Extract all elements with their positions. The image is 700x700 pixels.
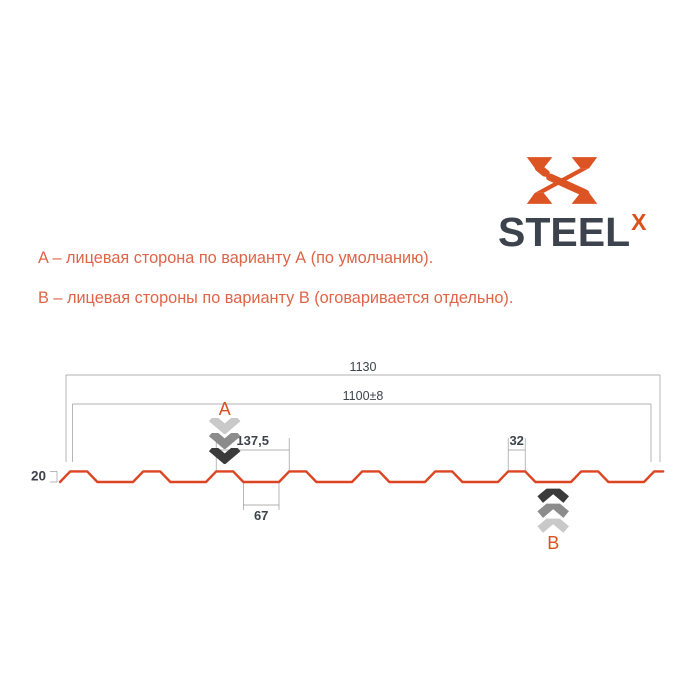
svg-text:20: 20 — [31, 469, 46, 484]
svg-text:137,5: 137,5 — [236, 433, 269, 448]
svg-text:A: A — [219, 399, 231, 419]
svg-text:1130: 1130 — [350, 360, 377, 374]
svg-text:32: 32 — [509, 433, 523, 448]
svg-text:1100±8: 1100±8 — [343, 389, 384, 403]
svg-text:67: 67 — [254, 508, 268, 523]
svg-text:B: B — [547, 533, 559, 553]
